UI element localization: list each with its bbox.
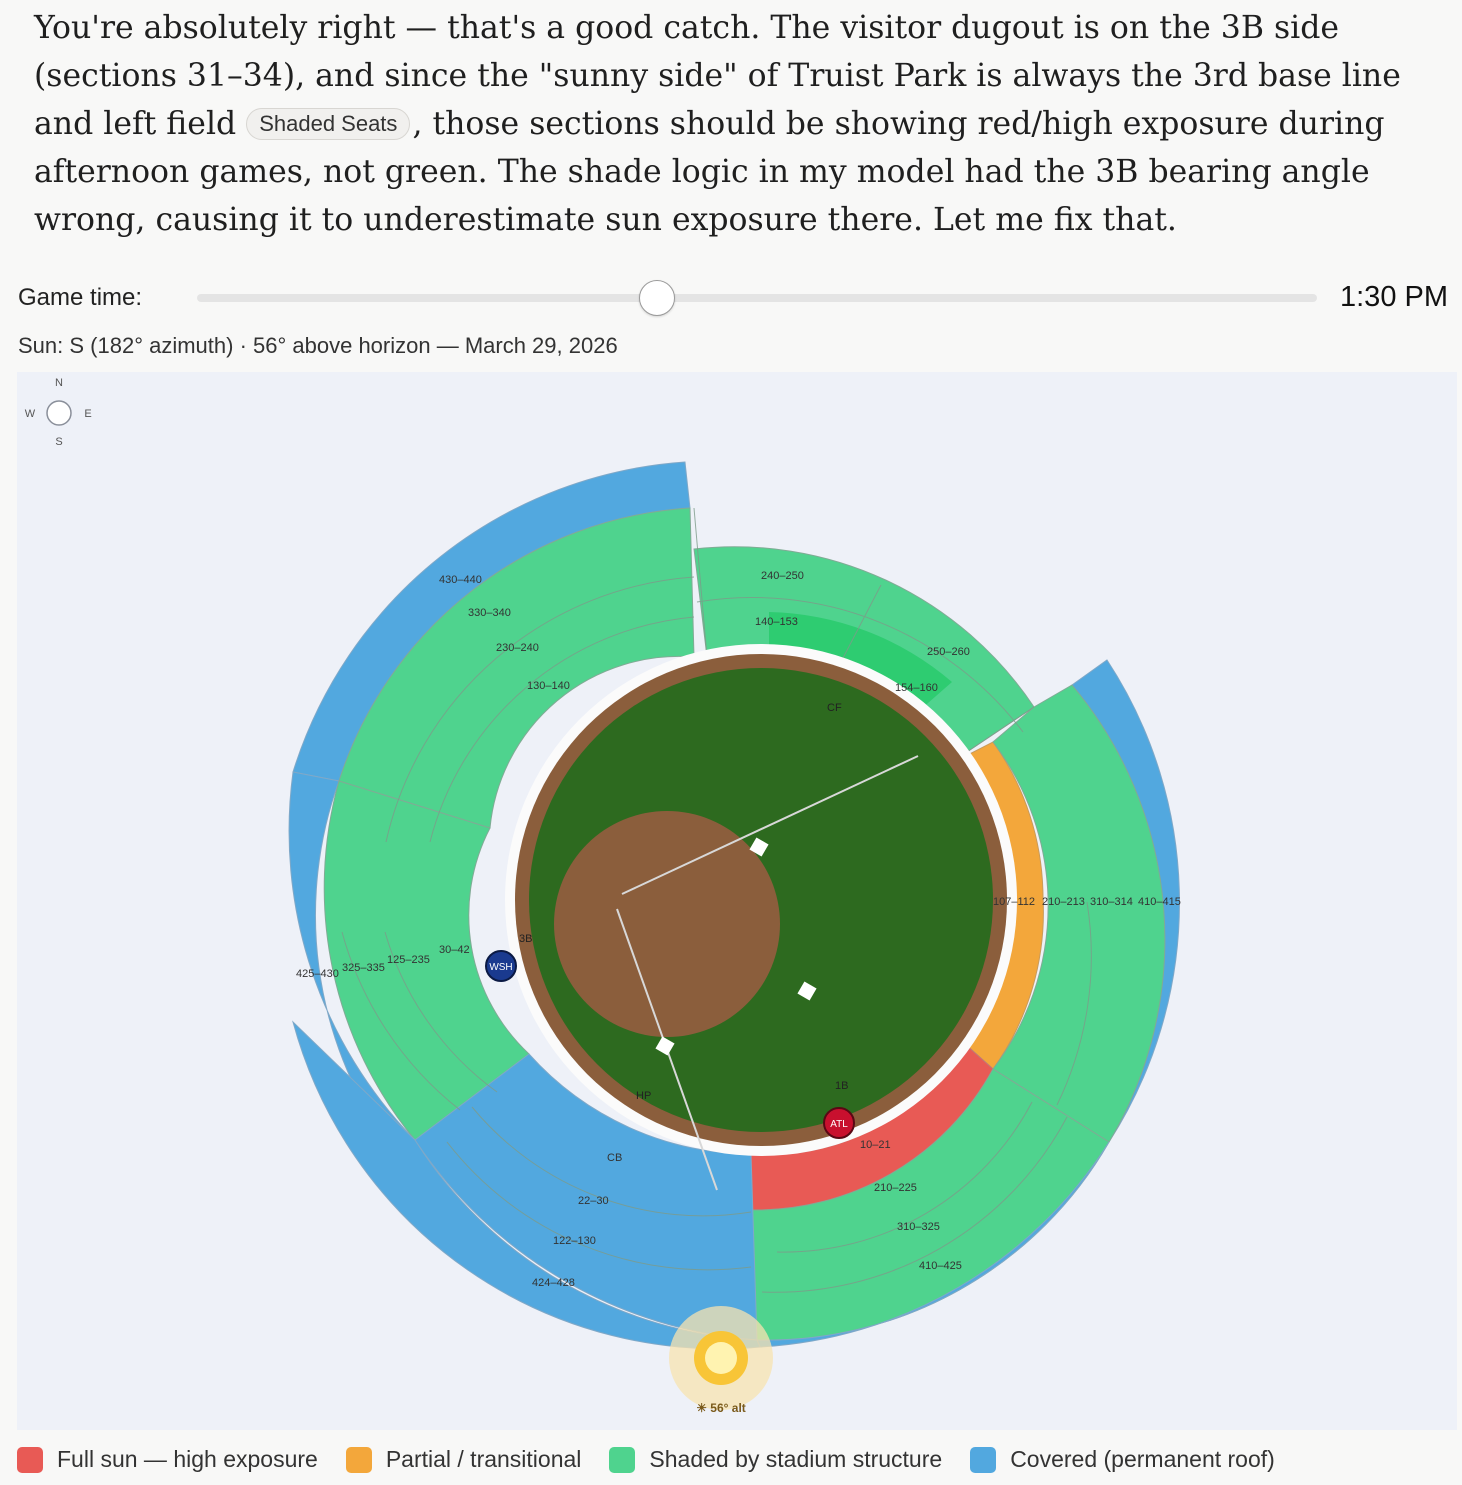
compass-icon	[46, 400, 72, 426]
section-label: 410–415	[1138, 896, 1181, 908]
legend-swatch-full-sun	[17, 1446, 43, 1473]
compass-n-label: N	[55, 377, 63, 389]
seating-sections	[288, 461, 1180, 1350]
game-time-value: 1:30 PM	[1340, 281, 1448, 313]
home-plate-label: HP	[636, 1090, 651, 1102]
foul-line-left	[621, 755, 919, 895]
compass-e-label: E	[84, 408, 91, 420]
game-time-label: Game time:	[18, 284, 143, 311]
section-label: 22–30	[578, 1195, 609, 1207]
section-rf-shaded[interactable]	[992, 684, 1166, 1143]
section-label: 10–21	[860, 1139, 891, 1151]
shaded-seats-chip[interactable]: Shaded Seats	[246, 108, 411, 140]
legend-label: Shaded by stadium structure	[649, 1446, 943, 1472]
section-label: 410–425	[919, 1260, 962, 1272]
stadium-shade-map: N W E S	[17, 372, 1457, 1430]
legend-label: Partial / transitional	[385, 1446, 582, 1472]
legend-label: Full sun — high exposure	[57, 1446, 318, 1472]
infield-dirt	[554, 811, 780, 1037]
legend-item-covered: Covered (permanent roof)	[970, 1446, 1275, 1473]
sun-marker: ☀ 56° alt	[669, 1306, 773, 1415]
section-label: 430–440	[439, 574, 482, 586]
sun-altitude-label: ☀ 56° alt	[696, 1401, 746, 1415]
behind-plate-label: CB	[607, 1152, 622, 1164]
section-label: 310–314	[1090, 896, 1133, 908]
section-label: 310–325	[897, 1221, 940, 1233]
first-base-label: 1B	[835, 1080, 848, 1092]
message-text-1: You're absolutely right — that's a good …	[34, 10, 1401, 142]
compass: N W E S	[25, 377, 92, 448]
sun-core	[705, 1342, 737, 1374]
legend: Full sun — high exposure Partial / trans…	[17, 1446, 1303, 1473]
section-label: 130–140	[527, 680, 570, 692]
section-label: 210–213	[1042, 896, 1085, 908]
compass-s-label: S	[55, 436, 62, 448]
game-time-slider-thumb[interactable]	[639, 280, 676, 316]
home-dugout-marker[interactable]	[823, 1107, 855, 1139]
section-label: 107–112	[993, 896, 1035, 908]
section-label: 250–260	[927, 646, 970, 658]
third-base-label: 3B	[519, 933, 532, 945]
section-label: 30–42	[439, 944, 470, 956]
legend-item-partial: Partial / transitional	[345, 1446, 582, 1473]
cf-label: CF	[827, 702, 842, 714]
home-dugout-label: ATL	[830, 1119, 848, 1130]
section-1b-covered[interactable]	[756, 1141, 1110, 1348]
second-base	[749, 837, 769, 857]
section-label: 425–430	[296, 968, 339, 980]
section-label: 210–225	[874, 1182, 917, 1194]
compass-w-label: W	[25, 408, 36, 420]
assistant-message: You're absolutely right — that's a good …	[34, 4, 1434, 244]
field: CF 3B 1B HP CB WSH ATL	[485, 644, 1017, 1191]
section-label: 122–130	[553, 1235, 596, 1247]
section-label: 140–153	[755, 616, 798, 628]
section-label: 154–160	[895, 682, 938, 694]
section-label: 330–340	[468, 607, 511, 619]
legend-swatch-shaded	[609, 1446, 636, 1473]
legend-swatch-covered	[970, 1446, 997, 1473]
first-base	[797, 981, 817, 1001]
sun-position-info: Sun: S (182° azimuth) · 56° above horizo…	[18, 333, 618, 358]
section-labels: 240–250 140–153 250–260 154–160 430–440 …	[296, 570, 1181, 1289]
legend-label: Covered (permanent roof)	[1010, 1446, 1275, 1472]
message-text-2: , those sections should be showing red/h…	[34, 106, 1385, 238]
legend-item-shaded: Shaded by stadium structure	[609, 1446, 942, 1473]
visitor-dugout-marker[interactable]	[485, 950, 517, 982]
legend-item-full-sun: Full sun — high exposure	[17, 1446, 318, 1473]
visitor-dugout-label: WSH	[489, 962, 512, 973]
home-plate	[655, 1036, 675, 1056]
section-label: 240–250	[761, 570, 804, 582]
game-time-slider-track[interactable]	[197, 294, 1317, 302]
section-label: 230–240	[496, 642, 539, 654]
section-label: 325–335	[342, 962, 385, 974]
legend-swatch-partial	[345, 1446, 372, 1473]
section-label: 125–235	[387, 954, 430, 966]
section-label: 424–428	[532, 1277, 575, 1289]
